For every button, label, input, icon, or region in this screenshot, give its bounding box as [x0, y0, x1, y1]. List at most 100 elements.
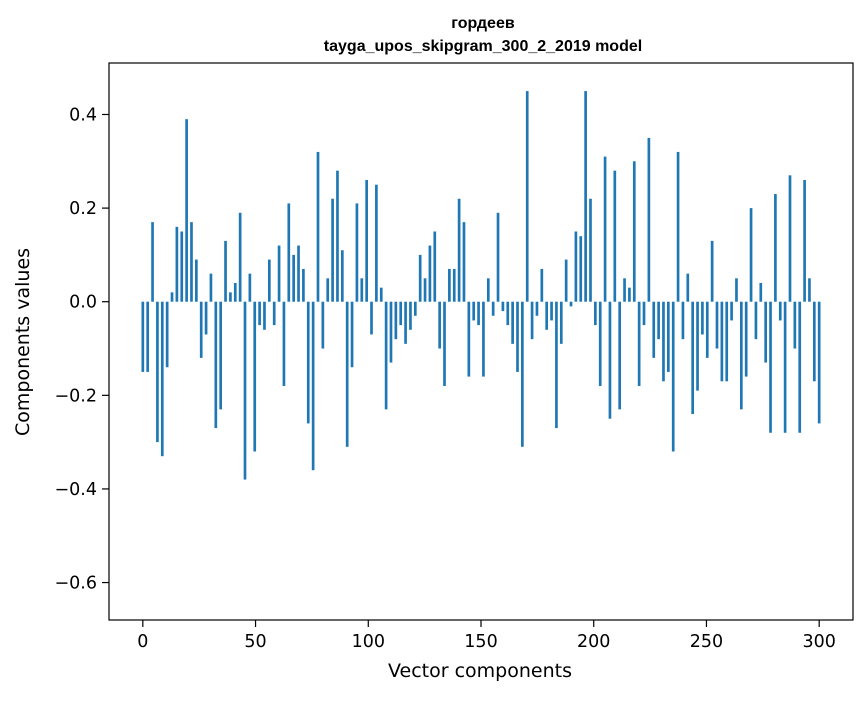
bar — [190, 222, 193, 302]
bar — [292, 254, 295, 302]
bar — [350, 301, 354, 368]
bar — [759, 282, 763, 302]
bar — [491, 301, 495, 316]
x-axis-label: Vector components — [388, 660, 572, 682]
bar — [628, 287, 631, 302]
bar — [413, 301, 417, 316]
bar — [267, 259, 271, 302]
bar — [754, 301, 758, 340]
bar — [530, 301, 534, 340]
bar — [452, 268, 456, 302]
x-axis: 0 50 100 150 200 250 300 — [137, 620, 836, 652]
bar — [584, 91, 587, 302]
bar — [613, 170, 617, 302]
bar — [409, 301, 412, 330]
bar — [394, 301, 398, 340]
bar — [725, 301, 729, 382]
bar — [326, 278, 330, 302]
bar — [671, 301, 675, 452]
bar — [428, 245, 432, 302]
bar — [418, 254, 422, 302]
x-tick-label: 250 — [690, 632, 723, 652]
bar — [316, 151, 320, 302]
bar — [486, 278, 490, 302]
bar — [433, 231, 437, 302]
bar — [511, 301, 514, 344]
y-tick-label: 0.2 — [69, 199, 97, 219]
bar — [769, 301, 772, 433]
bar — [691, 301, 695, 415]
bar — [384, 301, 388, 410]
bar — [705, 301, 709, 358]
bar — [525, 91, 529, 302]
bar — [263, 301, 266, 330]
bar — [214, 301, 218, 429]
bar — [710, 240, 714, 302]
bar — [404, 301, 407, 344]
bar-series — [141, 91, 821, 480]
bar — [569, 301, 573, 307]
bar — [195, 259, 198, 302]
bar — [715, 301, 719, 349]
bar — [774, 194, 777, 302]
bar — [744, 301, 748, 377]
bar — [657, 301, 660, 340]
x-tick-label: 100 — [352, 632, 385, 652]
bar — [355, 203, 359, 302]
bar — [477, 301, 480, 326]
bar — [482, 301, 485, 377]
bar — [618, 301, 622, 410]
bar — [642, 301, 646, 326]
bar — [199, 301, 203, 358]
bar — [336, 170, 339, 302]
plot-frame — [108, 62, 854, 621]
bar — [472, 301, 476, 321]
bar — [253, 301, 257, 452]
y-tick-label: −0.4 — [55, 480, 98, 500]
bar — [521, 301, 524, 447]
x-tick-label: 300 — [802, 632, 835, 652]
bar — [370, 301, 373, 335]
bar — [496, 212, 500, 302]
bar — [676, 151, 680, 302]
bar — [457, 198, 461, 302]
bar — [204, 301, 208, 335]
bar — [321, 301, 325, 349]
bar — [720, 301, 724, 382]
bar — [243, 301, 247, 480]
bar — [632, 161, 636, 302]
bar — [696, 301, 699, 391]
bar — [798, 301, 802, 433]
bar — [146, 301, 150, 372]
bar — [151, 222, 154, 302]
bar — [331, 198, 334, 302]
bar — [156, 301, 159, 443]
bar — [735, 278, 738, 302]
bar — [545, 301, 549, 330]
bar — [817, 301, 821, 424]
bar — [345, 301, 349, 447]
bar — [559, 301, 563, 344]
bar — [467, 301, 471, 377]
bar — [287, 203, 291, 302]
bar — [141, 301, 145, 372]
bar — [701, 301, 704, 335]
bar — [778, 301, 782, 321]
bar — [389, 301, 393, 363]
bar — [272, 301, 276, 326]
bar — [185, 119, 188, 302]
bar — [594, 301, 597, 326]
bar — [224, 240, 227, 302]
bar — [730, 301, 733, 321]
bar — [681, 301, 685, 340]
bar — [579, 236, 583, 302]
bar — [311, 301, 315, 471]
bar — [160, 301, 164, 457]
bar — [589, 198, 592, 302]
bar — [238, 212, 242, 302]
bar — [306, 301, 310, 424]
x-tick-label: 150 — [464, 632, 497, 652]
bar — [258, 301, 261, 326]
bar — [749, 208, 753, 302]
bar — [340, 250, 344, 302]
